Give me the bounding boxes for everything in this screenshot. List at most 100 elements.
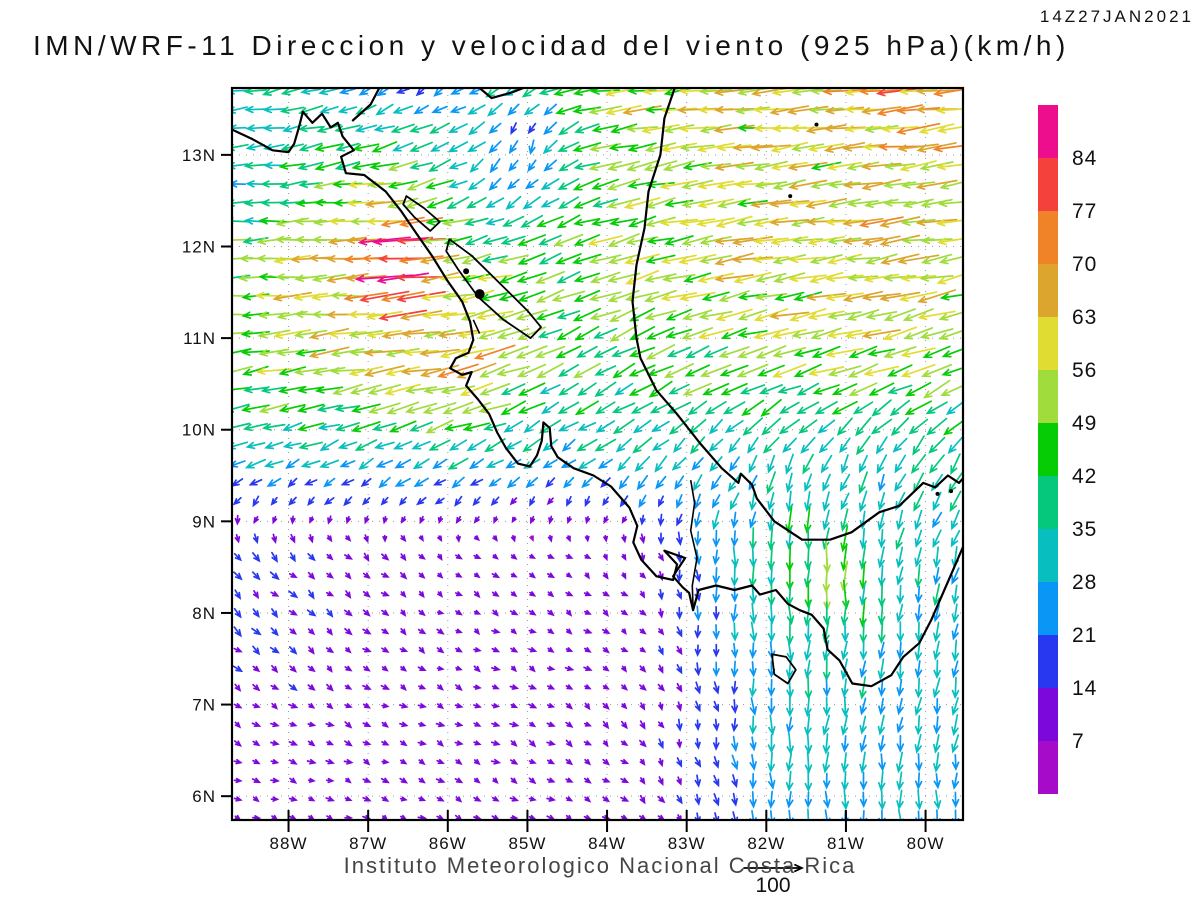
wind-arrow (676, 531, 683, 547)
wind-arrow (455, 758, 463, 765)
wind-arrow (639, 720, 646, 730)
wind-arrow (937, 199, 963, 208)
wind-arrow (933, 715, 941, 735)
wind-arrow (584, 572, 590, 580)
wind-arrow (664, 235, 694, 246)
wind-arrow (749, 527, 757, 551)
wind-arrow (233, 758, 243, 765)
wind-arrow (252, 665, 261, 673)
wind-arrow (770, 236, 809, 246)
wind-arrow (257, 329, 291, 339)
wind-arrow (487, 102, 503, 117)
colorbar-label: 63 (1072, 306, 1097, 329)
wind-arrow (659, 218, 699, 227)
wind-arrow (861, 292, 902, 301)
wind-arrow (232, 217, 250, 225)
wind-arrow (679, 143, 715, 152)
wind-arrow (473, 721, 482, 727)
wind-arrow (498, 271, 528, 284)
wind-arrow (932, 144, 963, 153)
wind-arrow (528, 777, 537, 785)
wind-arrow (772, 179, 807, 190)
wind-arrow (440, 311, 476, 320)
wind-arrow (926, 417, 948, 436)
wind-arrow (929, 454, 945, 474)
wind-arrow (468, 121, 486, 136)
wind-arrow (788, 274, 827, 283)
wind-arrow (293, 329, 328, 339)
wind-arrow (298, 441, 323, 450)
coastline (232, 110, 963, 688)
wind-arrow (442, 401, 474, 415)
wind-arrow (826, 161, 863, 171)
wind-arrow (628, 346, 656, 358)
wind-arrow (436, 609, 445, 615)
wind-arrow (565, 758, 574, 766)
wind-arrow (804, 770, 813, 793)
wind-arrow (694, 738, 701, 750)
lat-tick-label: 10N (182, 421, 216, 440)
wind-arrow (398, 702, 409, 709)
wind-arrow (804, 639, 812, 662)
wind-arrow (638, 494, 647, 509)
wind-arrow (466, 196, 487, 209)
wind-arrow (516, 363, 547, 378)
wind-arrow (435, 721, 446, 728)
wind-arrow (325, 796, 335, 802)
wind-arrow (496, 327, 530, 340)
wind-arrow (786, 601, 795, 626)
colorbar-segment (1038, 370, 1058, 423)
wind-arrow (941, 348, 963, 358)
wind-arrow (840, 508, 849, 532)
wind-arrow (362, 590, 371, 598)
wind-arrow (234, 721, 242, 729)
wind-arrow (694, 681, 701, 695)
wind-arrow (391, 142, 414, 152)
wind-arrow (864, 125, 899, 134)
wind-arrow (497, 345, 529, 359)
wind-arrow (791, 88, 825, 96)
wind-arrow (727, 473, 742, 493)
wind-arrow (658, 757, 664, 768)
wind-arrow (485, 88, 501, 98)
wind-arrow (577, 458, 596, 470)
wind-arrow (412, 458, 430, 470)
wind-arrow (545, 477, 556, 488)
wind-arrow (859, 676, 867, 700)
wind-arrow (245, 124, 266, 132)
wind-arrow (288, 646, 298, 655)
wind-arrow (846, 199, 879, 208)
wind-arrow (401, 330, 441, 338)
wind-arrow (767, 790, 776, 809)
wind-arrow (644, 216, 676, 228)
wind-arrow (823, 141, 866, 153)
wind-arrow (935, 218, 963, 227)
wind-arrow (841, 621, 849, 643)
wind-arrow (399, 647, 409, 653)
wind-arrow (818, 437, 835, 454)
wind-arrow (400, 684, 407, 692)
wind-arrow (822, 657, 831, 682)
wind-arrow (398, 496, 408, 506)
wind-arrow (403, 348, 440, 357)
wind-arrow (555, 253, 582, 265)
wind-arrow (877, 641, 886, 660)
wind-arrow (611, 402, 636, 414)
wind-arrow (883, 162, 916, 170)
wind-arrow (791, 329, 825, 339)
wind-arrow (894, 454, 907, 474)
wind-arrow (233, 796, 243, 802)
wind-arrow (546, 740, 556, 746)
wind-arrow (900, 347, 936, 358)
wind-arrow (558, 196, 580, 210)
colorbar-label: 49 (1072, 412, 1097, 435)
wind-arrow (676, 645, 683, 656)
wind-arrow (362, 777, 372, 783)
wind-arrow (344, 684, 353, 690)
wind-arrow (825, 274, 864, 283)
wind-arrow (455, 647, 463, 653)
wind-arrow (326, 627, 333, 636)
wind-arrow (357, 236, 411, 246)
wind-arrow (921, 363, 953, 378)
wind-arrow (362, 702, 371, 709)
